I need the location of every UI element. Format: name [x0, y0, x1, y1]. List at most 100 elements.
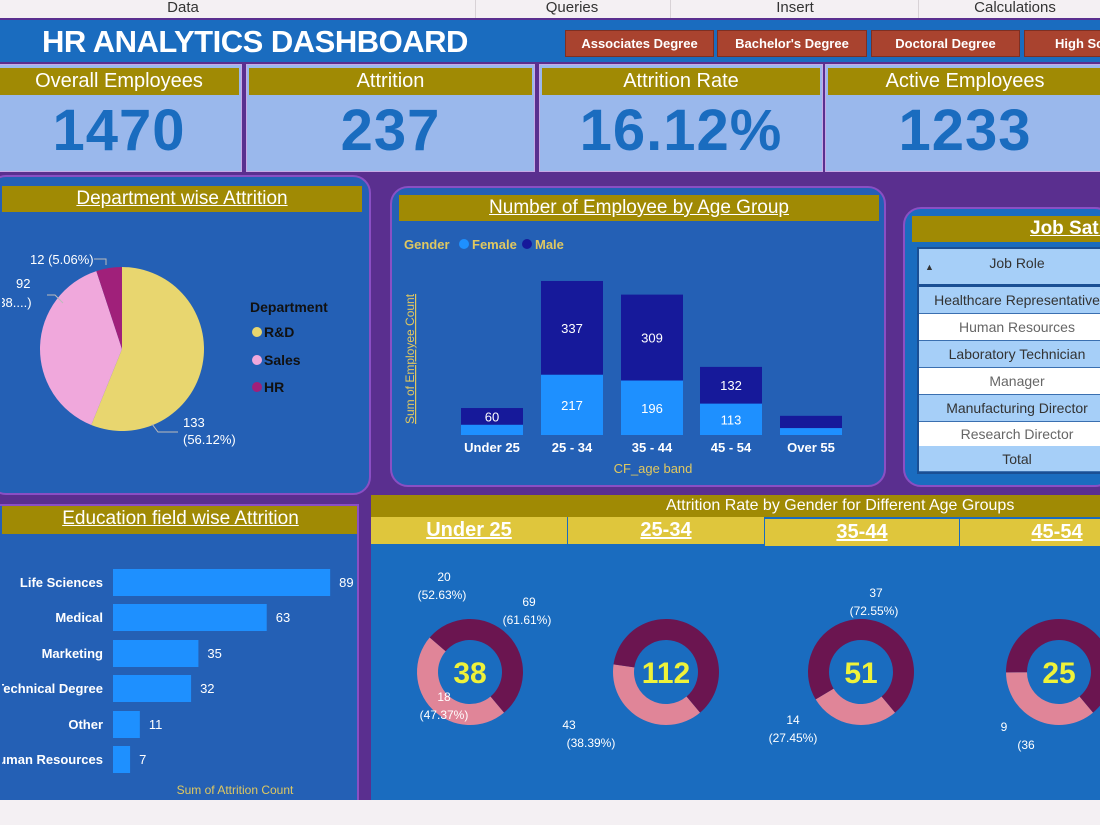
donut-slice-male[interactable]	[808, 619, 915, 713]
legend-rd[interactable]: R&D	[264, 324, 294, 340]
donut-slice-male[interactable]	[613, 619, 719, 713]
group-header: Under 25	[371, 517, 567, 544]
pie-slice-hr[interactable]	[96, 267, 122, 349]
bar-male[interactable]	[700, 366, 762, 404]
slicer-high-school[interactable]: High School	[1024, 30, 1100, 57]
panel-title: Job Satisfaction	[912, 216, 1100, 242]
bar[interactable]	[113, 711, 140, 738]
legend-female[interactable]: Female	[472, 237, 517, 252]
age-group-panel: Number of Employee by Age Group Gender F…	[390, 186, 886, 487]
kpi-value: 1470	[52, 98, 186, 163]
y-tick-label: Medical	[55, 610, 103, 625]
x-tick-label: 25 - 34	[552, 440, 593, 455]
menu-calculations[interactable]: Calculations	[974, 0, 1056, 16]
legend-marker-sales	[252, 355, 262, 365]
legend-male[interactable]: Male	[535, 237, 564, 252]
bar-female[interactable]	[780, 428, 842, 435]
pie-slice-rd[interactable]	[91, 267, 204, 431]
donut-slice-male[interactable]	[429, 619, 523, 713]
slicer-doctoral-degree[interactable]: Doctoral Degree	[871, 30, 1020, 57]
leader-line	[94, 258, 107, 265]
leader-line	[47, 294, 64, 304]
column-header-label: Job Role	[989, 255, 1045, 271]
male-pct-label: (52.63%)	[418, 588, 467, 602]
kpi-active-employees: Active Employees 1233	[825, 64, 1100, 172]
legend-hr[interactable]: HR	[264, 379, 284, 395]
bar-female[interactable]	[621, 380, 683, 435]
kpi-attrition-rate: Attrition Rate 16.12%	[539, 64, 823, 172]
divider	[475, 0, 476, 18]
table-row: Manager	[919, 368, 1100, 395]
male-pct-label: (61.61%)	[503, 613, 552, 627]
bar-female[interactable]	[700, 403, 762, 435]
bar[interactable]	[113, 675, 192, 702]
table-row: Research Director	[919, 422, 1100, 446]
x-axis-label: Sum of Attrition Count	[177, 783, 294, 797]
x-axis-label: CF_age band	[614, 461, 693, 476]
bar[interactable]	[113, 746, 131, 773]
menu-insert[interactable]: Insert	[776, 0, 814, 16]
donut-slice-female[interactable]	[815, 688, 896, 725]
panel-title: Education field wise Attrition	[2, 506, 357, 534]
department-pie-chart: 12 (5.06%) 92 (38....) 133 (56.12%) Depa…	[2, 252, 328, 447]
donut-total: 112	[642, 657, 690, 690]
bar-male[interactable]	[461, 408, 523, 425]
bar-male[interactable]	[780, 415, 842, 429]
y-tick-label: Technical Degree	[2, 681, 103, 696]
x-tick-label: 35 - 44	[632, 440, 673, 455]
kpi-label: Attrition Rate	[542, 68, 820, 95]
slicer-associates-degree[interactable]: Associates Degree	[565, 30, 714, 57]
y-axis-label: Sum of Employee Count	[403, 293, 417, 424]
legend-sales[interactable]: Sales	[264, 352, 301, 368]
pie-label-hr: 12 (5.06%)	[30, 252, 94, 267]
donut-slice-female[interactable]	[417, 637, 505, 725]
table-row: Human Resources	[919, 314, 1100, 341]
donut-slice-female[interactable]	[1006, 672, 1094, 725]
bar[interactable]	[113, 569, 331, 596]
pie-label-rd-pct: (56.12%)	[183, 432, 236, 447]
kpi-label: Active Employees	[828, 68, 1100, 95]
menu-queries[interactable]: Queries	[545, 0, 599, 16]
female-pct-label: (47.37%)	[420, 708, 469, 722]
department-attrition-panel: Department wise Attrition 12 (5.06%) 92 …	[0, 175, 371, 495]
y-tick-label: Marketing	[42, 646, 103, 661]
leader-line	[151, 423, 178, 433]
bar[interactable]	[113, 640, 199, 667]
legend-marker-hr	[252, 382, 262, 392]
donut-total: 38	[453, 657, 486, 690]
sort-ascending-icon[interactable]: ▲	[925, 262, 934, 272]
slicer-bachelors-degree[interactable]: Bachelor's Degree	[717, 30, 867, 57]
column-header-job-role[interactable]: Job Role ▲	[919, 249, 1100, 287]
kpi-overall-employees: Overall Employees 1470	[0, 64, 242, 172]
male-value-label: 37	[869, 586, 883, 600]
bar-female[interactable]	[541, 374, 603, 435]
donut-slice-female[interactable]	[613, 664, 701, 725]
x-tick-label: Over 55	[787, 440, 835, 455]
bar-male[interactable]	[541, 280, 603, 375]
legend-title: Department	[250, 299, 328, 315]
bar-female[interactable]	[461, 424, 523, 435]
kpi-label: Overall Employees	[0, 68, 239, 95]
panel-title: Number of Employee by Age Group	[399, 195, 879, 221]
donut-total: 25	[1042, 657, 1075, 690]
male-value-label: 20	[437, 570, 451, 584]
bar[interactable]	[113, 604, 267, 631]
panel-header: Attrition Rate by Gender for Different A…	[371, 495, 1100, 517]
title-bar: HR ANALYTICS DASHBOARD Associates Degree…	[0, 20, 1100, 62]
gender-donut-charts: 38 20 (52.63%) 18 (47.37%) 112 69 (61.61%) 43 (38…	[417, 570, 1100, 752]
pie-slice-sales[interactable]	[39, 271, 122, 426]
data-label: 113	[721, 412, 742, 427]
female-pct-label: (27.45%)	[769, 731, 818, 745]
menu-data[interactable]: Data	[167, 0, 199, 16]
donut-slice-male[interactable]	[1005, 619, 1100, 713]
group-header: 25-34	[568, 517, 764, 544]
dashboard-title: HR ANALYTICS DASHBOARD	[42, 24, 468, 59]
table-row: Laboratory Technician	[919, 341, 1100, 368]
legend-marker-female	[459, 239, 469, 249]
data-label: 217	[561, 398, 583, 413]
education-bar-chart: Sum of Attrition Count Life Sciences 89 Me…	[2, 569, 354, 797]
kpi-label: Attrition	[249, 68, 532, 95]
data-label: 7	[139, 752, 146, 767]
bar-male[interactable]	[621, 294, 683, 381]
data-label: 11	[149, 717, 163, 732]
